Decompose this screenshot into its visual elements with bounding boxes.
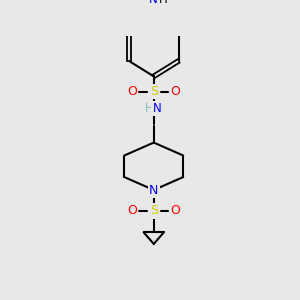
Text: N: N [152, 102, 161, 115]
Text: O: O [127, 85, 137, 98]
Text: O: O [127, 204, 137, 217]
Text: N: N [149, 184, 158, 196]
Text: O: O [170, 85, 180, 98]
Text: N: N [149, 0, 158, 6]
Text: H: H [145, 102, 154, 115]
Text: S: S [150, 204, 158, 217]
Text: S: S [150, 85, 158, 98]
Text: H: H [159, 0, 167, 6]
Text: O: O [170, 204, 180, 217]
